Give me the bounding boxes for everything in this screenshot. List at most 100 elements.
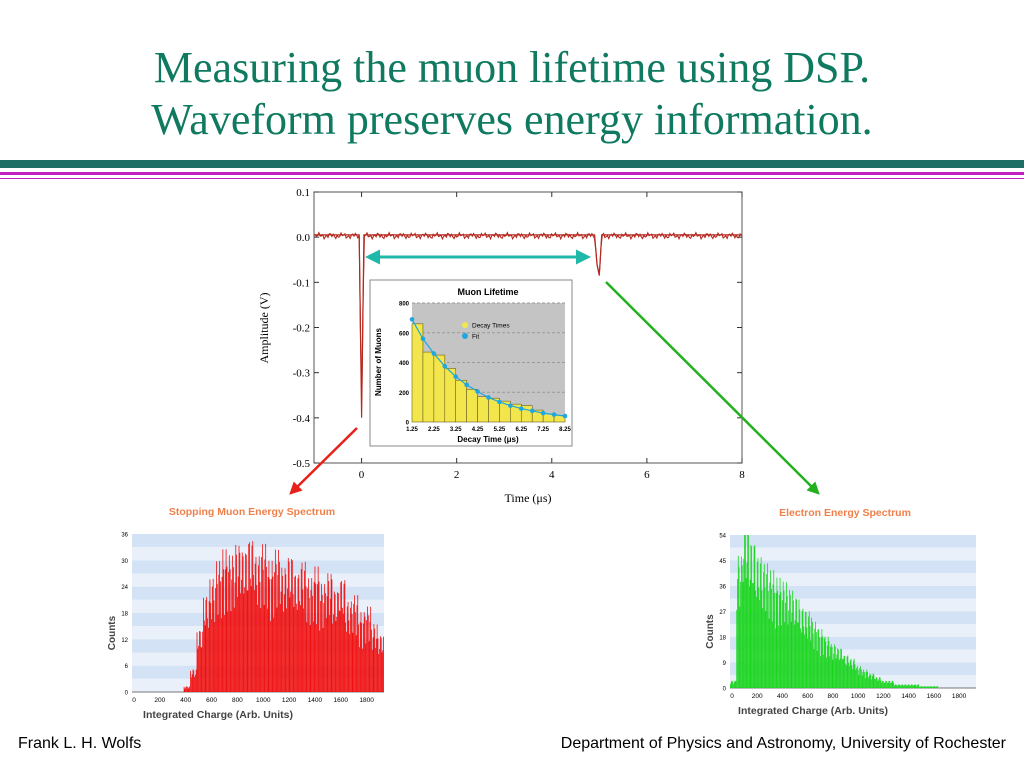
muon-spectrum-bar (325, 593, 326, 692)
lifetime-inset: 0 200 400 600 800 1.25 2.25 3.25 4.25 5.25 6.25 7.2… (369, 279, 573, 447)
muon-spectrum-bar (365, 643, 367, 692)
electron-spectrum-bar (730, 684, 731, 688)
muon-spectrum-bar (267, 576, 269, 692)
electron-spectrum-ytick-label: 9 (723, 661, 727, 667)
electron-spectrum-bar (865, 672, 867, 688)
electron-spectrum-bar (741, 556, 742, 688)
legend-fit-label: Fit (472, 334, 479, 341)
muon-spectrum-bar (212, 578, 214, 692)
muon-spectrum-bar (329, 615, 330, 692)
muon-spectrum-bar (313, 582, 315, 692)
muon-spectrum-bar (346, 631, 347, 692)
muon-spectrum-bar (266, 608, 268, 692)
electron-spectrum-bar (853, 658, 855, 688)
lifetime-fit-point (551, 412, 557, 417)
electron-spectrum-bar (812, 621, 813, 688)
electron-spectrum-bar (821, 629, 823, 688)
lifetime-fit-point (529, 408, 535, 414)
muon-spectrum-bar (203, 597, 204, 692)
lifetime-xlabel: Decay Time (μs) (457, 435, 519, 444)
waveform-xlabel: Time (μs) (505, 491, 552, 505)
muon-spectrum-bar (319, 630, 321, 692)
electron-spectrum-bar (837, 648, 839, 688)
lifetime-title: Muon Lifetime (458, 287, 519, 297)
electron-spectrum-bar (875, 679, 876, 688)
electron-spectrum-bar (813, 649, 815, 688)
muon-spectrum-bar (324, 584, 326, 692)
electron-spectrum-ylabel: Counts (705, 614, 716, 649)
electron-spectrum-bar (860, 665, 861, 688)
electron-spectrum-bar (912, 684, 913, 688)
muon-spectrum-ytick-label: 6 (125, 664, 129, 670)
electron-spectrum-bar (757, 558, 759, 688)
muon-spectrum-xtick-label: 1800 (359, 697, 374, 704)
electron-spectrum-bar (791, 612, 793, 688)
muon-spectrum-bar (223, 569, 225, 692)
electron-spectrum-bar (841, 659, 843, 688)
muon-spectrum-bar (258, 565, 259, 692)
muon-spectrum-bar (219, 560, 221, 692)
muon-spectrum-bar (336, 616, 338, 692)
muon-spectrum-bar (375, 638, 377, 692)
muon-spectrum-bar (233, 607, 235, 692)
electron-spectrum-bar (926, 686, 928, 688)
electron-spectrum-bar (764, 587, 766, 688)
electron-spectrum-bar (895, 684, 897, 688)
electron-spectrum-bar (752, 583, 753, 688)
muon-spectrum-bar (369, 621, 371, 692)
electron-spectrum-bar (775, 592, 777, 688)
muon-spectrum-chart: 0 6 12 18 24 30 36 0 200 400 600 800 1000 1200 1400 160… (107, 506, 384, 721)
muon-spectrum-bar (288, 561, 290, 692)
lifetime-fit-point (431, 351, 437, 356)
electron-spectrum-bar (899, 685, 901, 688)
electron-spectrum-bar (886, 680, 887, 688)
electron-spectrum-bar (883, 682, 885, 688)
muon-spectrum-bar (287, 558, 289, 692)
muon-spectrum-bar (274, 549, 276, 692)
muon-spectrum-bar (281, 567, 283, 692)
muon-spectrum-bar (312, 621, 314, 692)
electron-spectrum-bar (923, 686, 925, 688)
electron-spectrum-bar (743, 558, 745, 688)
electron-spectrum-bar (763, 572, 764, 688)
muon-spectrum-bar (340, 582, 342, 692)
muon-spectrum-bar (248, 544, 250, 692)
electron-spectrum-bar (921, 686, 923, 688)
muon-spectrum-bar (210, 602, 212, 692)
lifetime-fit-point (497, 399, 502, 405)
muon-spectrum-bar (295, 603, 297, 692)
muon-spectrum-bar (220, 618, 222, 692)
electron-spectrum-bar (931, 686, 933, 688)
electron-spectrum-bar (809, 625, 811, 688)
muon-spectrum-bar (344, 580, 346, 692)
muon-spectrum-bar (283, 611, 284, 692)
electron-spectrum-bar (909, 686, 911, 688)
muon-spectrum-bar (215, 588, 216, 692)
electron-spectrum-bar (884, 682, 886, 688)
electron-spectrum-bar (924, 686, 926, 688)
electron-spectrum-bar (845, 663, 846, 688)
electron-spectrum-bar (845, 665, 847, 688)
electron-spectrum-bar (908, 684, 909, 688)
muon-spectrum-bar (366, 620, 368, 692)
electron-spectrum-bar (913, 684, 915, 688)
electron-spectrum-bar (737, 579, 738, 688)
electron-spectrum-bar (897, 685, 898, 688)
electron-spectrum-bar (897, 684, 899, 688)
muon-spectrum-bar (308, 578, 309, 692)
muon-spectrum-bar (364, 616, 366, 692)
electron-spectrum-bar (859, 668, 861, 688)
muon-spectrum-bar (363, 623, 364, 692)
muon-spectrum-bar (314, 566, 316, 692)
muon-spectrum-bar (357, 595, 359, 692)
lifetime-ytick-label: 200 (399, 391, 410, 397)
electron-spectrum-bar (823, 654, 824, 688)
muon-spectrum-bar (280, 591, 282, 692)
electron-spectrum-bar (759, 600, 760, 688)
muon-spectrum-band (132, 547, 384, 561)
muon-spectrum-bar (216, 561, 217, 692)
lifetime-bar (422, 351, 435, 423)
electron-spectrum-bar (857, 669, 859, 688)
muon-spectrum-bar (227, 611, 229, 692)
electron-spectrum-bar (735, 681, 737, 688)
